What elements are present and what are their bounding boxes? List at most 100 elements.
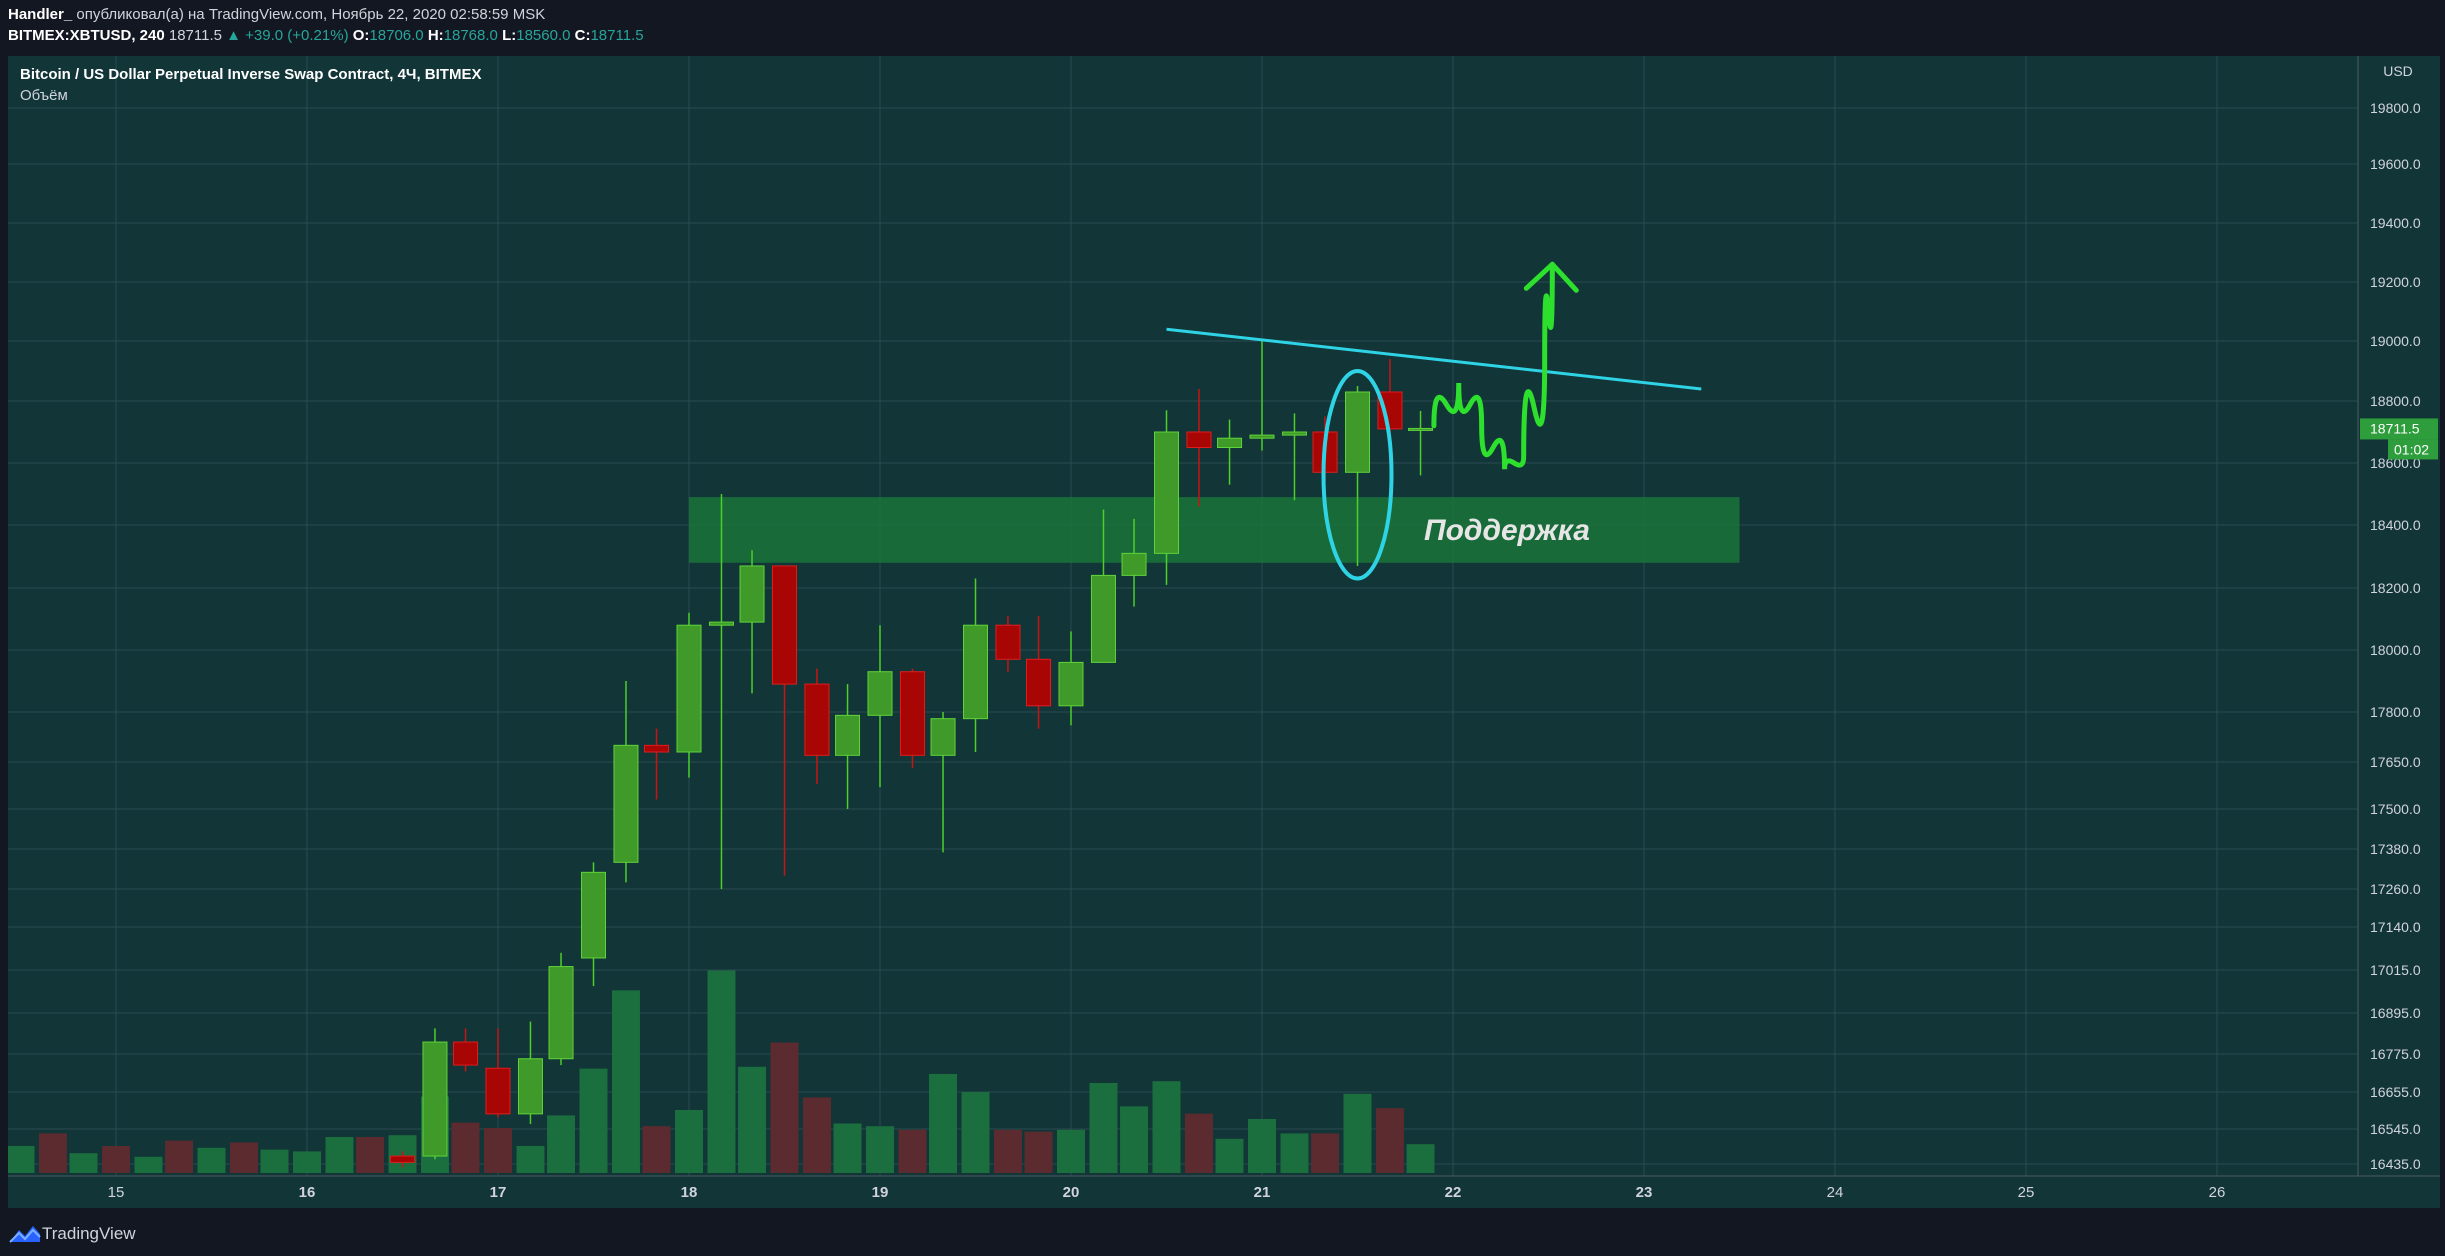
candle-body bbox=[708, 621, 734, 626]
resistance-trendline bbox=[1166, 327, 1702, 391]
tradingview-logo-icon[interactable] bbox=[8, 1224, 42, 1244]
volume-bar bbox=[675, 1110, 703, 1173]
volume-bar bbox=[516, 1146, 545, 1173]
time-tick-label: 18 bbox=[681, 1184, 698, 1201]
time-tick-label: 24 bbox=[1827, 1184, 1844, 1201]
volume-bar bbox=[102, 1146, 130, 1173]
volume-bar bbox=[1024, 1131, 1053, 1173]
time-tick-label: 15 bbox=[108, 1184, 125, 1201]
volume-bar bbox=[165, 1140, 194, 1173]
volume-bar bbox=[293, 1151, 321, 1173]
time-tick-label: 17 bbox=[490, 1184, 507, 1201]
volume-bar bbox=[451, 1122, 480, 1173]
time-tick-label: 26 bbox=[2209, 1184, 2226, 1201]
last-price-tag-label: 18711.5 bbox=[2370, 420, 2420, 436]
volume-bar bbox=[833, 1123, 862, 1173]
candle-body bbox=[1058, 661, 1084, 707]
price-tick-label: 17140.0 bbox=[2370, 919, 2421, 935]
time-tick-label: 19 bbox=[872, 1184, 889, 1201]
volume-bar bbox=[1311, 1133, 1340, 1173]
volume-bar bbox=[579, 1068, 608, 1173]
high-label: H: bbox=[427, 27, 444, 44]
price-tick-label: 17015.0 bbox=[2370, 962, 2421, 978]
volume-bar bbox=[866, 1126, 894, 1173]
candle-body bbox=[930, 718, 956, 756]
time-tick-label: 21 bbox=[1254, 1184, 1271, 1201]
open-value: 18706.0 bbox=[369, 27, 424, 44]
volume-bar bbox=[642, 1126, 671, 1173]
volume-bar bbox=[325, 1137, 354, 1173]
volume-bar bbox=[770, 1042, 799, 1173]
candle-body bbox=[772, 565, 797, 685]
volume-bar bbox=[1184, 1113, 1213, 1173]
price-tick-label: 18200.0 bbox=[2370, 580, 2421, 596]
time-tick-label: 23 bbox=[1636, 1184, 1653, 1201]
price-tick-label: 16895.0 bbox=[2370, 1005, 2421, 1021]
volume-bar bbox=[1057, 1129, 1085, 1173]
volume-bar bbox=[1215, 1138, 1244, 1173]
volume-bar bbox=[1343, 1093, 1372, 1173]
candle-body bbox=[485, 1067, 511, 1115]
price-axis-background bbox=[2358, 56, 2440, 1176]
low-value: 18560.0 bbox=[516, 27, 571, 44]
price-tick-label: 19200.0 bbox=[2370, 274, 2421, 290]
candle-body bbox=[581, 871, 606, 959]
candle-body bbox=[1345, 391, 1370, 473]
price-change: ▲ +39.0 (+0.21%) bbox=[226, 27, 349, 44]
time-tick-label: 16 bbox=[299, 1184, 316, 1201]
price-tick-label: 18400.0 bbox=[2370, 517, 2421, 533]
volume-bar bbox=[611, 990, 640, 1173]
candle-body bbox=[422, 1041, 448, 1157]
plot-background bbox=[8, 56, 2358, 1176]
candle-body bbox=[1281, 431, 1307, 436]
chart-title: Bitcoin / US Dollar Perpetual Inverse Sw… bbox=[20, 66, 482, 83]
candle-body bbox=[739, 565, 765, 623]
candle-body bbox=[1090, 574, 1116, 663]
candle-body bbox=[517, 1058, 543, 1115]
volume-bar bbox=[961, 1092, 990, 1173]
volume-bar bbox=[547, 1115, 576, 1173]
price-tick-label: 17260.0 bbox=[2370, 881, 2421, 897]
candle-body bbox=[1121, 552, 1147, 576]
volume-bar bbox=[802, 1097, 831, 1173]
close-value: 18711.5 bbox=[590, 27, 644, 44]
candle-body bbox=[676, 624, 702, 753]
time-tick-label: 20 bbox=[1063, 1184, 1080, 1201]
projection-path bbox=[1431, 261, 1555, 470]
chart-area[interactable]: Поддержка USD 19800.0 19600.0 19400.0 19200.0… bbox=[6, 56, 2440, 1208]
publication-header: Handler_ опубликовал(а) на TradingView.c… bbox=[0, 0, 2445, 54]
support-zone-label: Поддержка bbox=[1424, 514, 1590, 547]
price-tick-label: 16775.0 bbox=[2370, 1046, 2421, 1062]
volume-bar bbox=[738, 1066, 767, 1173]
price-tick-label: 16655.0 bbox=[2370, 1084, 2421, 1100]
volume-bar bbox=[1406, 1144, 1435, 1173]
currency-label: USD bbox=[2383, 63, 2413, 79]
high-value: 18768.0 bbox=[443, 27, 498, 44]
volume-bar bbox=[260, 1149, 289, 1173]
candle-body bbox=[995, 624, 1021, 660]
candle-body bbox=[867, 671, 893, 716]
candle-body bbox=[644, 744, 670, 753]
price-chart[interactable]: Поддержка USD 19800.0 19600.0 19400.0 19200.0… bbox=[6, 56, 2440, 1208]
volume-bar bbox=[1089, 1083, 1118, 1173]
candle-body bbox=[390, 1155, 415, 1163]
candle-body bbox=[899, 671, 925, 756]
price-tick-label: 18000.0 bbox=[2370, 642, 2421, 658]
candle-body bbox=[1249, 434, 1275, 439]
countdown-tag-label: 01:02 bbox=[2394, 441, 2429, 457]
candle-body bbox=[548, 966, 574, 1060]
candle-body bbox=[1154, 431, 1179, 554]
volume-bar bbox=[229, 1142, 258, 1173]
publication-info: Handler_ опубликовал(а) на TradingView.c… bbox=[8, 6, 545, 23]
candle-body bbox=[1408, 427, 1434, 431]
time-tick-label: 22 bbox=[1445, 1184, 1462, 1201]
author-name[interactable]: Handler_ bbox=[8, 6, 73, 23]
price-tick-label: 16545.0 bbox=[2370, 1121, 2421, 1137]
candle-body bbox=[1026, 658, 1052, 707]
footer: TradingView bbox=[0, 1212, 2445, 1256]
tradingview-brand[interactable]: TradingView bbox=[42, 1224, 136, 1243]
price-tick-label: 19800.0 bbox=[2370, 100, 2421, 116]
price-tick-label: 17800.0 bbox=[2370, 704, 2421, 720]
volume-legend[interactable]: Объём bbox=[20, 87, 68, 104]
support-zone bbox=[689, 497, 1740, 563]
